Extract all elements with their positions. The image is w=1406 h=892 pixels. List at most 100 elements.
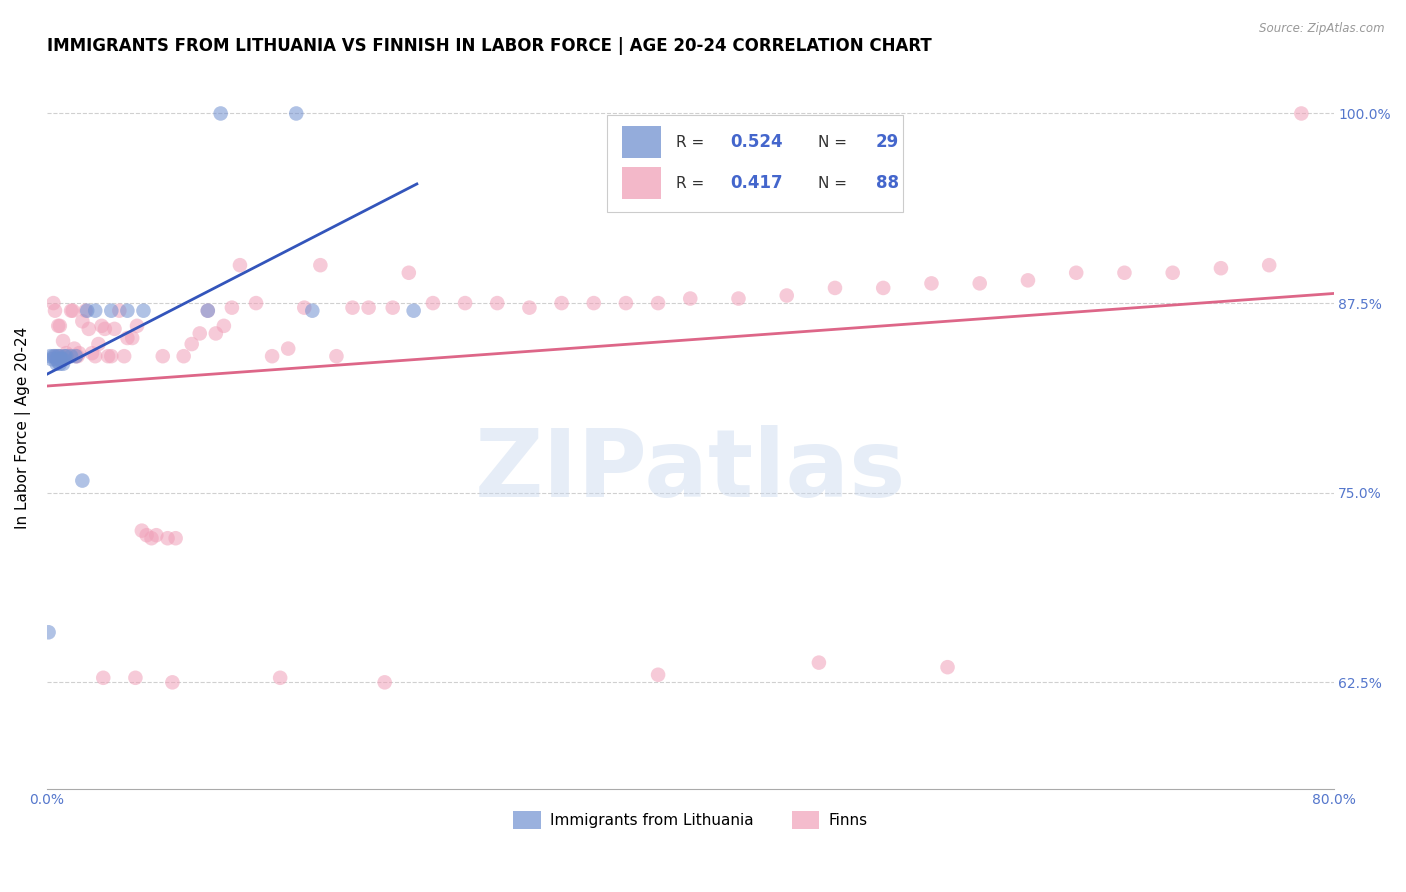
Point — [262, 349, 284, 363]
Point — [1114, 266, 1136, 280]
Point — [205, 326, 228, 341]
Point — [486, 296, 509, 310]
Point — [45, 357, 67, 371]
Point — [100, 349, 122, 363]
Point — [209, 106, 232, 120]
Y-axis label: In Labor Force | Age 20-24: In Labor Force | Age 20-24 — [15, 327, 31, 529]
Point — [117, 303, 139, 318]
Point — [117, 331, 139, 345]
Point — [292, 301, 315, 315]
Point — [45, 352, 67, 367]
Point — [269, 671, 291, 685]
Point — [550, 296, 572, 310]
Point — [38, 625, 60, 640]
Point — [936, 660, 959, 674]
Point — [221, 301, 243, 315]
Point — [301, 303, 323, 318]
Point — [67, 346, 90, 360]
Point — [325, 349, 347, 363]
Text: 0.417: 0.417 — [730, 174, 783, 193]
Point — [141, 531, 163, 545]
Point — [84, 349, 107, 363]
Point — [42, 349, 65, 363]
Point — [91, 671, 114, 685]
Point — [60, 303, 83, 318]
Point — [124, 671, 146, 685]
Point — [132, 303, 155, 318]
Point — [49, 318, 72, 333]
Point — [66, 349, 89, 363]
Point — [49, 349, 72, 363]
Point — [647, 296, 669, 310]
Point — [679, 292, 702, 306]
Point — [173, 349, 195, 363]
Point — [402, 303, 425, 318]
Point — [245, 296, 267, 310]
Point — [49, 357, 72, 371]
Point — [131, 524, 153, 538]
Point — [422, 296, 444, 310]
Point — [824, 281, 846, 295]
Point — [62, 303, 84, 318]
Point — [309, 258, 332, 272]
Point — [58, 349, 80, 363]
Point — [51, 352, 73, 367]
Point — [197, 303, 219, 318]
Point — [87, 337, 110, 351]
Point — [94, 322, 117, 336]
Point — [90, 318, 112, 333]
Point — [53, 349, 76, 363]
Point — [55, 349, 77, 363]
Point — [342, 301, 364, 315]
Point — [454, 296, 477, 310]
Point — [65, 349, 87, 363]
Point — [582, 296, 605, 310]
Point — [100, 303, 122, 318]
Point — [45, 349, 67, 363]
Point — [135, 528, 157, 542]
Point — [519, 301, 541, 315]
Point — [1017, 273, 1039, 287]
Text: R =: R = — [676, 135, 709, 150]
Point — [77, 322, 100, 336]
Text: 29: 29 — [876, 133, 898, 151]
Point — [41, 352, 63, 367]
Point — [97, 349, 120, 363]
Point — [84, 303, 107, 318]
Point — [63, 342, 86, 356]
Legend: Immigrants from Lithuania, Finns: Immigrants from Lithuania, Finns — [508, 805, 873, 835]
FancyBboxPatch shape — [606, 115, 903, 212]
Point — [51, 349, 73, 363]
Point — [969, 277, 991, 291]
Point — [727, 292, 749, 306]
Point — [55, 346, 77, 360]
Point — [647, 667, 669, 681]
Point — [165, 531, 187, 545]
Point — [1258, 258, 1281, 272]
Point — [75, 303, 97, 318]
Point — [156, 531, 179, 545]
Point — [145, 528, 167, 542]
Point — [807, 656, 830, 670]
Point — [76, 303, 98, 318]
Point — [52, 357, 75, 371]
Point — [872, 281, 894, 295]
Point — [277, 342, 299, 356]
Text: IMMIGRANTS FROM LITHUANIA VS FINNISH IN LABOR FORCE | AGE 20-24 CORRELATION CHAR: IMMIGRANTS FROM LITHUANIA VS FINNISH IN … — [46, 37, 932, 55]
Point — [44, 303, 66, 318]
Point — [381, 301, 404, 315]
Point — [72, 314, 94, 328]
Point — [46, 349, 69, 363]
Point — [72, 474, 94, 488]
Point — [1291, 106, 1313, 120]
Point — [108, 303, 131, 318]
Point — [197, 303, 219, 318]
Text: R =: R = — [676, 176, 709, 191]
Text: Source: ZipAtlas.com: Source: ZipAtlas.com — [1260, 22, 1385, 36]
Point — [398, 266, 420, 280]
Point — [112, 349, 135, 363]
Point — [103, 322, 125, 336]
FancyBboxPatch shape — [621, 126, 661, 159]
Point — [121, 331, 143, 345]
Text: 88: 88 — [876, 174, 898, 193]
